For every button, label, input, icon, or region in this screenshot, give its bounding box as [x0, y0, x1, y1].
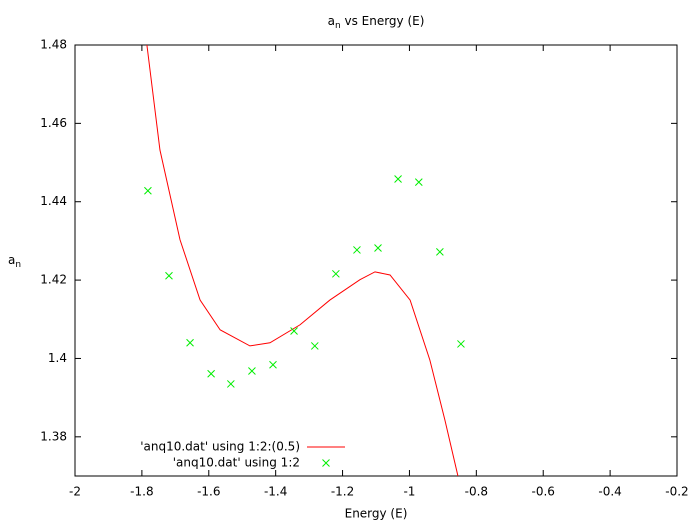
y-tick-label: 1.48 — [40, 38, 67, 52]
point — [374, 244, 382, 252]
x-tick-label: -1.8 — [130, 485, 153, 499]
point — [436, 248, 444, 256]
legend-swatch — [322, 459, 330, 467]
x-tick-label: -2 — [69, 485, 81, 499]
x-tick-label: -0.4 — [598, 485, 621, 499]
point — [269, 360, 277, 369]
line — [146, 45, 459, 476]
legend-label: 'anq10.dat' using 1:2:(0.5) — [140, 440, 300, 454]
legend-label: 'anq10.dat' using 1:2 — [173, 456, 300, 470]
y-axis-label: an — [8, 253, 21, 270]
x-tick-label: -1 — [403, 485, 415, 499]
x-tick-label: -1.4 — [264, 485, 287, 499]
point — [144, 186, 152, 195]
plot-area — [144, 45, 465, 476]
point — [207, 369, 215, 378]
x-tick-label: -0.8 — [465, 485, 488, 499]
y-tick-label: 1.44 — [40, 194, 67, 208]
x-axis-label: Energy (E) — [345, 507, 408, 521]
point — [353, 246, 361, 254]
y-tick-label: 1.42 — [40, 273, 67, 287]
point — [186, 338, 194, 347]
x-tick-label: -0.6 — [532, 485, 555, 499]
point — [248, 367, 256, 375]
point — [414, 178, 423, 186]
x-tick-label: -0.2 — [665, 485, 688, 499]
y-tick-label: 1.46 — [40, 116, 67, 130]
point — [226, 380, 235, 388]
x-tick-label: -1.2 — [331, 485, 354, 499]
point — [332, 269, 340, 278]
x-tick-label: -1.6 — [197, 485, 220, 499]
point — [290, 327, 298, 335]
point — [165, 271, 173, 280]
chart-title: an vs Energy (E) — [328, 14, 425, 31]
point — [310, 342, 319, 350]
plot-border — [74, 44, 678, 477]
point — [394, 175, 402, 183]
y-tick-label: 1.38 — [40, 429, 67, 443]
point — [457, 340, 465, 348]
y-tick-label: 1.4 — [48, 351, 67, 365]
